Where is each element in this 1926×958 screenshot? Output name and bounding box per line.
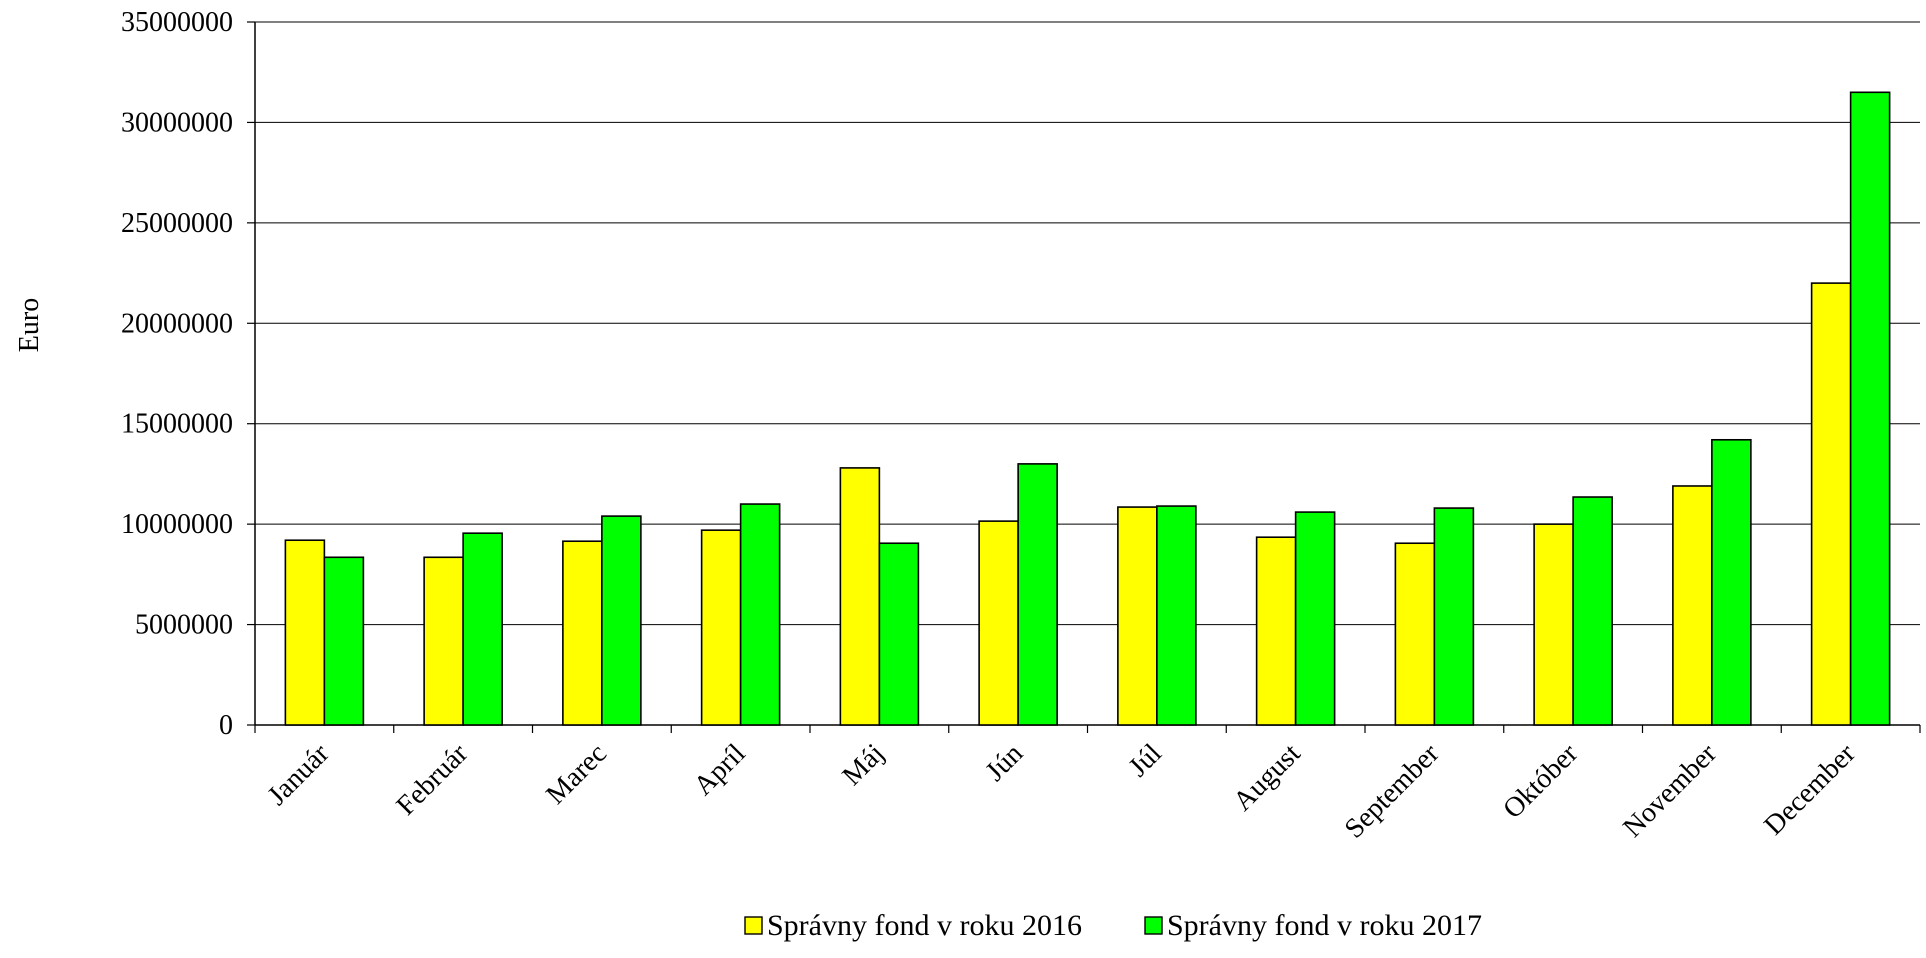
y-tick-label: 10000000 — [121, 509, 233, 540]
bar-2016 — [284, 539, 326, 726]
x-category-label: Február — [391, 738, 475, 822]
bar-2016 — [1672, 485, 1713, 726]
bar-2017 — [739, 503, 781, 726]
legend-label: Správny fond v roku 2016 — [767, 909, 1082, 942]
bar-2017 — [1017, 463, 1058, 726]
x-category-label: Október — [1497, 738, 1584, 825]
y-tick-label: 0 — [219, 710, 233, 741]
y-tick-label: 35000000 — [121, 7, 233, 38]
bar-2016 — [1533, 523, 1574, 726]
x-category-label: August — [1227, 738, 1306, 817]
bar-2016 — [562, 540, 603, 726]
y-tick-label: 25000000 — [121, 208, 233, 239]
x-axis-categories: Január Február Marec Apríl Máj Jún Júl August Se… — [254, 725, 1921, 845]
bar-2016 — [1117, 506, 1158, 726]
bar-2017 — [1572, 496, 1613, 726]
x-category-label: Jún — [980, 738, 1029, 787]
gridlines — [255, 21, 1920, 626]
bar-2017 — [323, 556, 365, 726]
legend-label: Správny fond v roku 2017 — [1167, 909, 1482, 942]
bar-2017 — [462, 532, 503, 726]
x-category-label: Máj — [837, 738, 891, 792]
y-tick-label: 15000000 — [121, 409, 233, 440]
x-category-label: Júl — [1123, 738, 1168, 783]
y-tick-label: 5000000 — [135, 610, 233, 641]
bar-2017 — [878, 542, 920, 726]
legend: Správny fond v roku 2016 Správny fond v r… — [744, 909, 1482, 942]
bar-2016 — [978, 520, 1019, 726]
legend-swatch — [1144, 916, 1163, 935]
x-category-label: Marec — [540, 738, 612, 810]
bar-2016 — [1810, 282, 1852, 726]
bar-2017 — [1294, 511, 1336, 726]
bar-2016 — [1394, 542, 1436, 726]
bar-2017 — [1711, 438, 1752, 726]
y-axis-title: Euro — [14, 298, 45, 352]
x-category-label: September — [1339, 738, 1446, 845]
bars — [284, 91, 1891, 726]
bar-2017 — [1849, 91, 1891, 726]
x-category-label: Apríl — [688, 738, 752, 802]
x-category-label: Január — [262, 738, 336, 812]
bar-2016 — [1255, 536, 1297, 726]
y-tick-label: 30000000 — [121, 107, 233, 138]
bar-2016 — [700, 529, 742, 726]
y-axis-ticks: 0 5000000 10000000 15000000 20000000 25000000… — [121, 7, 255, 741]
y-tick-label: 20000000 — [121, 308, 233, 339]
bar-2016 — [423, 556, 464, 726]
bar-2016 — [839, 467, 881, 726]
bar-2017 — [1156, 505, 1197, 726]
axes — [254, 22, 1920, 726]
legend-swatch — [744, 916, 763, 935]
bar-2017 — [1433, 507, 1475, 726]
x-category-label: December — [1758, 738, 1862, 842]
bar-2017 — [601, 515, 642, 726]
x-category-label: November — [1617, 738, 1723, 844]
